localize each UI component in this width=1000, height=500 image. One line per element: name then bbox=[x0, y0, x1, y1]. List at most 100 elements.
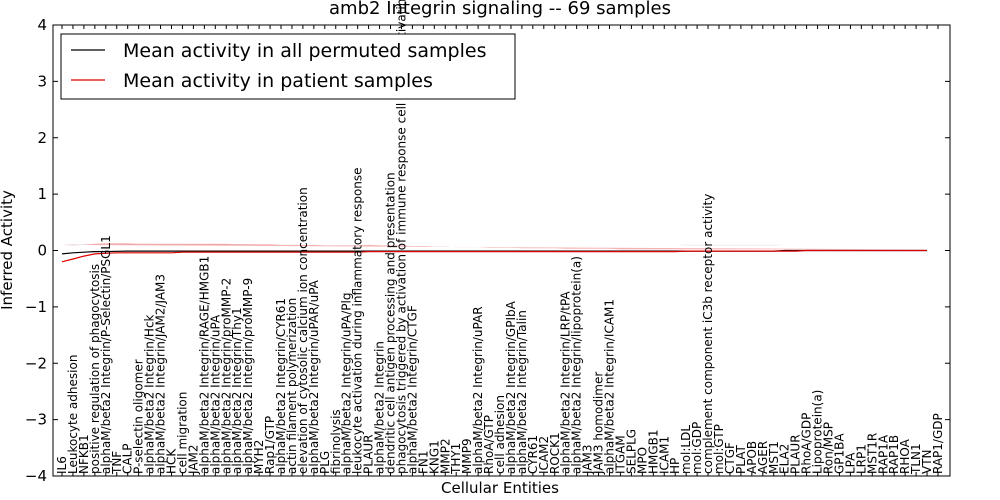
category-label: KNG1 bbox=[427, 440, 441, 474]
category-label: alphaM/beta2 Integrin/uPAR/uPA bbox=[307, 279, 321, 474]
band-series-1 bbox=[62, 243, 927, 250]
category-label: Lipoprotein(a) bbox=[811, 390, 825, 474]
category-label: MMP9 bbox=[460, 438, 474, 474]
category-label: alphaM/beta2 Integrin/uPA bbox=[208, 314, 222, 474]
category-label: Ron/MSP bbox=[822, 422, 836, 474]
legend-label-1: Mean activity in patient samples bbox=[123, 70, 433, 92]
category-label: VTN bbox=[920, 449, 934, 474]
y-tick-label: −2 bbox=[25, 354, 47, 372]
category-label: mol:GTP bbox=[712, 424, 726, 474]
category-label: alphaM/beta2 Integrin/RAGE/HMGB1 bbox=[197, 256, 211, 474]
category-label: mol:GDP bbox=[690, 422, 704, 474]
category-label: AGER bbox=[756, 441, 770, 474]
category-label: alphaM/beta2 Integrin/P-Selectin/PSGL1 bbox=[99, 235, 113, 474]
line-series-1 bbox=[61, 249, 927, 263]
category-label: alphaM/beta2 Integrin/JAM2/JAM3 bbox=[154, 274, 168, 474]
category-label: alphaM/beta2 Integrin bbox=[373, 341, 387, 474]
category-label: LRP1 bbox=[854, 444, 868, 474]
category-label: mol:LDL bbox=[679, 425, 693, 474]
category-label: MST1 bbox=[767, 441, 781, 474]
category-label: LPA bbox=[843, 452, 857, 474]
confidence-bands bbox=[62, 243, 927, 250]
category-label: cell migration bbox=[175, 392, 189, 474]
category-label: JAM3 homodimer bbox=[592, 372, 606, 475]
category-label: alphaM/beta2 Integrin/Thy1 bbox=[230, 307, 244, 474]
category-label: RAP1A bbox=[876, 434, 890, 474]
category-label: elevation of cytosolic calcium ion conce… bbox=[296, 187, 310, 474]
category-label: alphaM/beta2 Integrin/ICAM1 bbox=[603, 299, 617, 474]
category-label: RhoA/GDP bbox=[800, 413, 814, 474]
category-label: CYR61 bbox=[526, 435, 540, 474]
category-label: PLAUR bbox=[362, 434, 376, 474]
category-label: ITGAM bbox=[614, 435, 628, 474]
category-label: JAM3 bbox=[581, 444, 595, 475]
category-label: RhoA/GTP bbox=[482, 415, 496, 474]
category-label: phagocytosis triggered by activation of … bbox=[394, 0, 408, 474]
category-label: PLAUR bbox=[789, 434, 803, 474]
category-label: alphaM/beta2 Integrin/CYR61 bbox=[274, 298, 288, 474]
y-tick-label: 2 bbox=[37, 129, 47, 147]
y-tick-label: 4 bbox=[37, 16, 47, 34]
category-label: cell adhesion bbox=[493, 395, 507, 474]
series-lines bbox=[61, 249, 927, 263]
category-label: alphaM/beta2 Integrin/uPAR bbox=[471, 306, 485, 474]
category-label: GP1BA bbox=[833, 433, 847, 474]
category-label: alphaM/beta2 Integrin/proMMP-9 bbox=[241, 278, 255, 474]
category-label: actin filament polymerization bbox=[285, 298, 299, 474]
band-series-0 bbox=[62, 244, 927, 246]
category-label: RAP1B bbox=[887, 435, 901, 474]
legend-box bbox=[60, 33, 516, 100]
y-tick-label: −4 bbox=[25, 467, 47, 485]
category-label: CTGF bbox=[723, 442, 737, 474]
category-label: MPO bbox=[635, 447, 649, 474]
category-label: alphaM/beta2 Integrin/GPIbA bbox=[504, 300, 518, 474]
category-label: MMP2 bbox=[438, 438, 452, 474]
category-label: HP bbox=[668, 458, 682, 474]
category-label: alphaM/beta2 Integrin/proMMP-2 bbox=[219, 278, 233, 474]
category-label: ROCK1 bbox=[548, 432, 562, 474]
category-label: JAM2 bbox=[186, 444, 200, 475]
category-label: ICAM1 bbox=[657, 436, 671, 474]
x-axis-ticks bbox=[61, 25, 939, 476]
category-label: Leukocyte adhesion bbox=[66, 355, 80, 474]
category-label: ICAM2 bbox=[537, 436, 551, 474]
y-axis: −4 −3 −2 −1 0 1 2 3 4 bbox=[25, 16, 950, 485]
chart-title: amb2 Integrin signaling -- 69 samples bbox=[329, 0, 671, 19]
category-label: SELPLG bbox=[624, 429, 638, 474]
category-label: alphaM/beta2 Integrin/CTGF bbox=[405, 305, 419, 474]
y-tick-label: −3 bbox=[25, 411, 47, 429]
legend: Mean activity in all permuted samples Mea… bbox=[60, 33, 516, 100]
category-label: alphaM/beta2 Integrin/lipoprotein(a) bbox=[570, 256, 584, 474]
y-axis-label: Inferred Activity bbox=[0, 190, 16, 310]
category-label: HCK bbox=[165, 448, 179, 474]
category-label: P-selectin oligomer bbox=[132, 359, 146, 474]
category-label: PLG bbox=[318, 451, 332, 474]
y-tick-label: 0 bbox=[37, 242, 47, 260]
category-label: ELA2 bbox=[778, 444, 792, 474]
category-label: alphaM/beta2 Integrin/Talin bbox=[515, 310, 529, 474]
y-tick-label: 3 bbox=[37, 72, 47, 90]
category-label: complement component iC3b receptor activ… bbox=[701, 194, 715, 474]
category-label: RAP1/GDP bbox=[931, 413, 945, 474]
category-label: MST1R bbox=[865, 433, 879, 474]
x-axis-label: Cellular Entities bbox=[441, 479, 559, 497]
category-label: alphaM/beta2 Integrin/Hck bbox=[143, 314, 157, 474]
category-label: HMGB1 bbox=[646, 429, 660, 474]
category-label: RHOA bbox=[898, 438, 912, 474]
legend-label-0: Mean activity in all permuted samples bbox=[123, 40, 486, 62]
category-label: THY1 bbox=[449, 443, 463, 475]
category-label: NFKB1 bbox=[77, 434, 91, 474]
category-label: alphaM/beta2 Integrin/uPA/Plg bbox=[340, 293, 354, 474]
category-label: alphaM/beta2 Integrin/LRP/tPA bbox=[559, 291, 573, 474]
category-label: positive regulation of phagocytosis bbox=[88, 264, 102, 474]
category-label: MYH2 bbox=[252, 440, 266, 474]
category-label: TLN1 bbox=[909, 443, 923, 475]
category-label: TNF bbox=[110, 451, 124, 475]
category-label: fibrinolysis bbox=[329, 409, 343, 474]
category-label: PLAT bbox=[734, 445, 748, 474]
category-label: IL6 bbox=[55, 456, 69, 474]
category-label: APOB bbox=[745, 441, 759, 474]
category-label: dendritic cell antigen processing and pr… bbox=[384, 172, 398, 474]
